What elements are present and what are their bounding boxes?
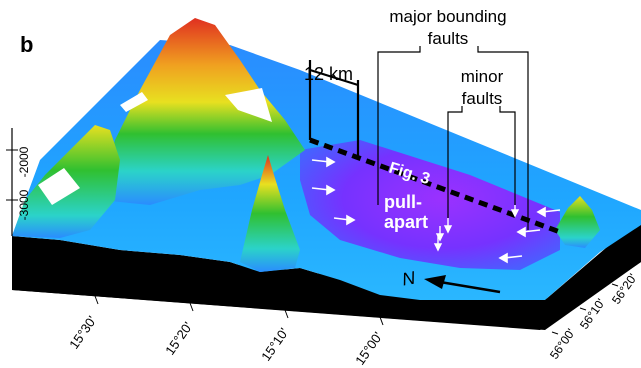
volcanic-cone: [240, 155, 300, 272]
latitude-ticks: [551, 283, 619, 335]
longitude-label-2: 15°20': [162, 319, 195, 358]
north-arrow-line: [439, 280, 501, 294]
right-ridge: [555, 196, 600, 248]
panel-label: b: [20, 32, 33, 57]
longitude-ticks: [94, 295, 384, 326]
large-seamount: [100, 18, 305, 205]
north-arrow-head: [424, 275, 446, 289]
major-faults-label-1: major bounding: [389, 7, 506, 26]
nodata-gap-2: [225, 88, 272, 122]
block-front-wall: [12, 236, 545, 330]
minor-fault-leader-left: [447, 106, 463, 218]
minor-faults-label-1: minor: [461, 67, 504, 86]
longitude-label-3: 15°10': [258, 325, 291, 364]
major-faults-label-2: faults: [428, 29, 469, 48]
pull-apart-basin: [300, 140, 560, 270]
major-fault-leader-right: [477, 46, 529, 230]
pull-apart-label-1: pull-: [384, 192, 422, 212]
depth-tick-label-1: -2000: [17, 146, 31, 177]
minor-fault-leader-right: [499, 106, 516, 205]
scale-bar-top: [309, 68, 359, 87]
north-label: N: [400, 267, 417, 289]
latitude-label-3: 56°00': [547, 326, 578, 362]
longitude-label-1: 15°30': [66, 313, 99, 352]
nodata-gap-3: [38, 168, 80, 205]
pull-apart-label-2: apart: [384, 212, 428, 232]
right-fault-arrows: [498, 206, 561, 264]
minor-faults-label-2: faults: [462, 89, 503, 108]
longitude-label-4: 15°00': [352, 329, 385, 368]
depth-tick-label-2: -3000: [17, 189, 31, 220]
minor-fault-arrows: [433, 205, 520, 252]
nodata-gap-1: [120, 92, 148, 112]
block-right-wall: [545, 218, 641, 330]
left-fault-arrows: [311, 156, 356, 226]
major-fault-leader-left: [377, 46, 421, 205]
